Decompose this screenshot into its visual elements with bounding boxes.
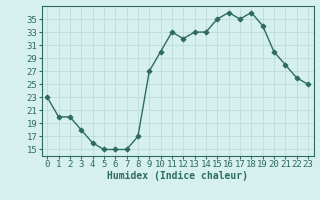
X-axis label: Humidex (Indice chaleur): Humidex (Indice chaleur) [107, 171, 248, 181]
